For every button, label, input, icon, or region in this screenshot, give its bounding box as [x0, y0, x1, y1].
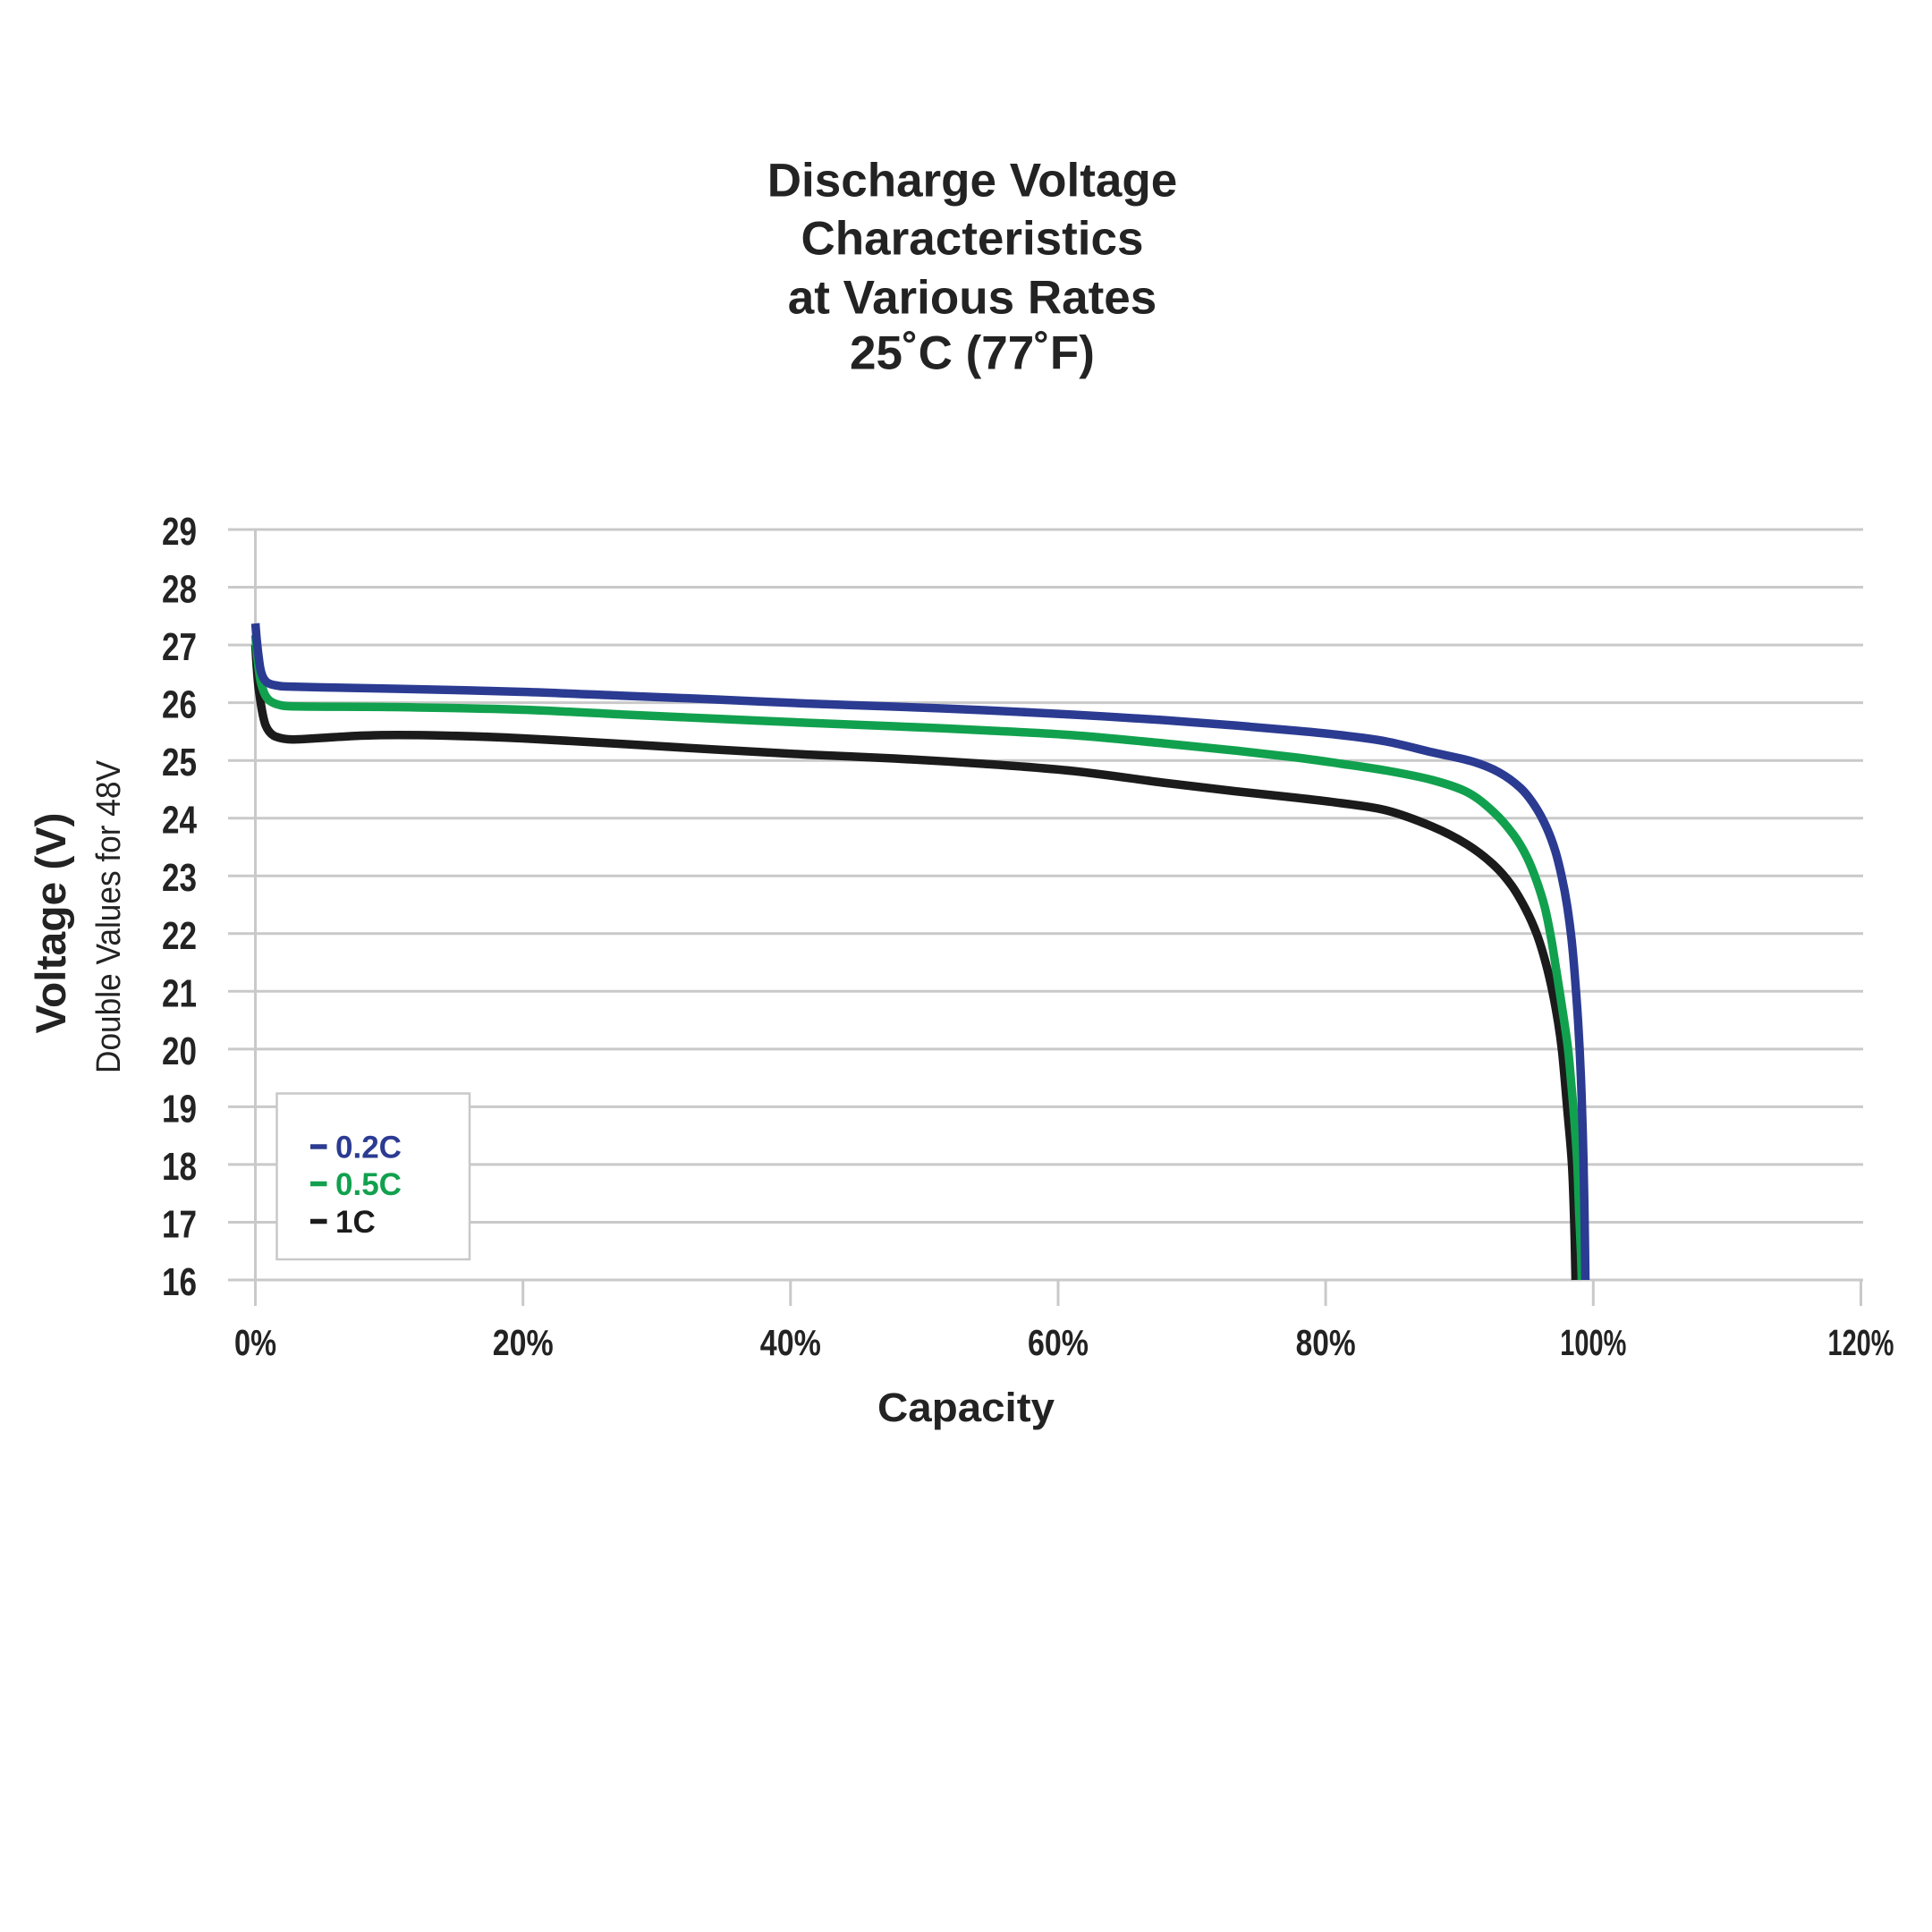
svg-text:Voltage (V): Voltage (V) — [27, 813, 74, 1034]
svg-text:0.5C: 0.5C — [335, 1167, 402, 1202]
svg-text:60%: 60% — [1028, 1322, 1089, 1363]
svg-text:23: 23 — [162, 856, 197, 900]
svg-text:at Various Rates: at Various Rates — [788, 272, 1157, 325]
svg-text:29: 29 — [162, 510, 197, 554]
svg-text:Capacity: Capacity — [877, 1385, 1055, 1430]
svg-text:Characteristics: Characteristics — [801, 213, 1144, 266]
svg-text:24: 24 — [162, 799, 197, 843]
svg-text:22: 22 — [162, 914, 197, 958]
svg-text:0.2C: 0.2C — [335, 1131, 402, 1165]
svg-text:40%: 40% — [760, 1322, 821, 1363]
svg-text:18: 18 — [162, 1145, 197, 1189]
svg-text:16: 16 — [162, 1260, 197, 1304]
svg-text:25: 25 — [162, 741, 197, 784]
svg-text:19: 19 — [162, 1087, 197, 1131]
svg-text:1C: 1C — [335, 1205, 376, 1240]
svg-text:20: 20 — [162, 1030, 197, 1073]
svg-text:Discharge Voltage: Discharge Voltage — [767, 155, 1178, 208]
svg-text:80%: 80% — [1296, 1322, 1356, 1363]
svg-text:120%: 120% — [1828, 1322, 1894, 1363]
svg-text:17: 17 — [162, 1203, 197, 1247]
svg-text:Double Values for 48V: Double Values for 48V — [90, 759, 128, 1073]
svg-text:26: 26 — [162, 683, 197, 727]
svg-text:25˚C (77˚F): 25˚C (77˚F) — [850, 327, 1095, 380]
svg-text:0%: 0% — [234, 1322, 276, 1363]
svg-text:100%: 100% — [1560, 1322, 1626, 1363]
svg-text:28: 28 — [162, 568, 197, 612]
svg-text:21: 21 — [162, 971, 197, 1015]
svg-text:27: 27 — [162, 625, 197, 669]
svg-text:20%: 20% — [493, 1322, 554, 1363]
